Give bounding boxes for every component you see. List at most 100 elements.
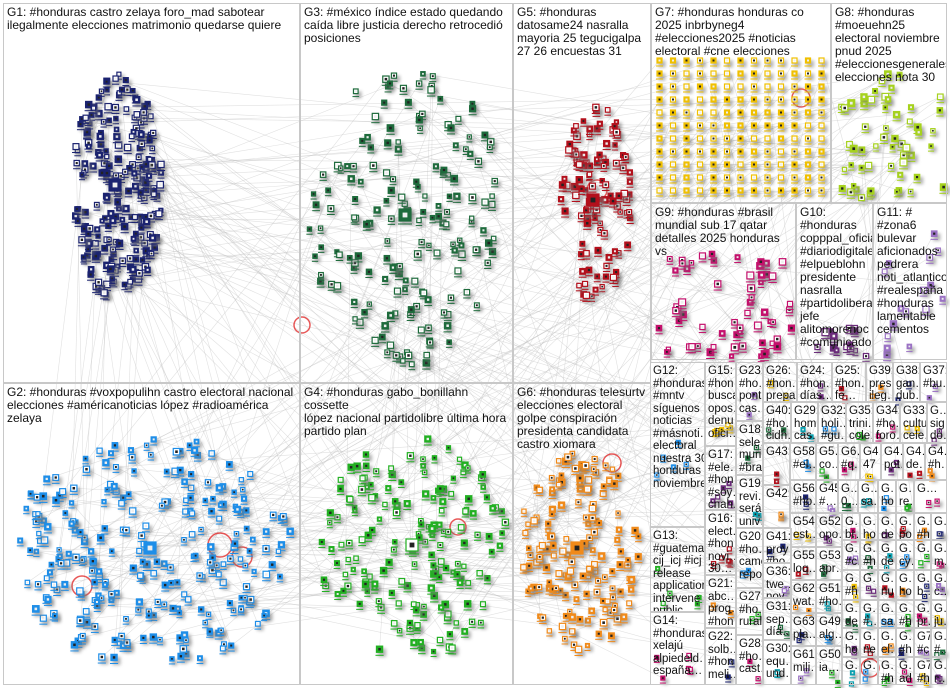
- edge: [140, 162, 606, 197]
- edge: [134, 99, 889, 218]
- node-shadow: [126, 285, 135, 294]
- edge: [375, 338, 778, 497]
- edge: [266, 531, 526, 534]
- edge: [114, 195, 493, 641]
- edge: [320, 227, 541, 560]
- edge: [95, 243, 415, 565]
- edge: [179, 586, 855, 613]
- edge: [177, 195, 493, 583]
- edge: [88, 248, 355, 264]
- edge: [100, 276, 607, 539]
- edge: [90, 274, 920, 474]
- edge: [73, 487, 385, 505]
- edge: [699, 60, 741, 178]
- node-avatar: [103, 162, 106, 165]
- edge: [61, 563, 563, 627]
- edge: [43, 495, 856, 628]
- edge: [106, 80, 577, 127]
- edge: [85, 117, 356, 511]
- edge: [30, 549, 938, 619]
- node-G1[interactable]: [112, 115, 122, 126]
- edge: [548, 523, 887, 569]
- edge: [617, 345, 699, 540]
- edge: [713, 86, 797, 535]
- edge: [96, 198, 592, 603]
- edge: [551, 112, 674, 490]
- edge: [104, 164, 852, 294]
- edge: [330, 155, 912, 514]
- edge: [618, 80, 883, 197]
- edge: [152, 148, 466, 466]
- node-shadow: [149, 116, 157, 124]
- edge: [108, 178, 885, 536]
- edge: [456, 530, 853, 624]
- node-G1[interactable]: [114, 155, 125, 167]
- node-shadow: [84, 211, 92, 220]
- edge: [153, 188, 683, 303]
- edge: [59, 78, 387, 496]
- edge: [441, 125, 674, 511]
- edge: [266, 574, 408, 587]
- edge: [408, 355, 869, 537]
- node-avatar: [103, 217, 106, 219]
- edge: [365, 581, 830, 640]
- edge: [64, 168, 130, 585]
- edge: [585, 210, 658, 569]
- edge: [369, 435, 879, 577]
- node-avatar: [149, 115, 152, 118]
- edge: [110, 268, 181, 452]
- edge: [328, 60, 714, 191]
- edge: [837, 128, 887, 683]
- edge: [363, 120, 584, 572]
- edge: [431, 126, 866, 555]
- edge: [97, 73, 728, 237]
- edge: [218, 190, 714, 634]
- edge: [630, 138, 822, 590]
- edge: [151, 253, 224, 487]
- edge: [233, 216, 439, 493]
- edge: [565, 128, 590, 575]
- edge: [132, 90, 744, 574]
- edge: [154, 247, 797, 535]
- edge: [37, 481, 185, 515]
- edge: [440, 98, 660, 329]
- edge: [131, 457, 232, 646]
- edge: [131, 136, 352, 468]
- edge: [629, 194, 713, 255]
- edge: [135, 245, 462, 260]
- edge: [501, 73, 741, 512]
- edge: [46, 486, 368, 579]
- edge: [427, 299, 595, 565]
- node-avatar: [84, 211, 87, 214]
- edge: [383, 570, 570, 612]
- self-loop-edge: [449, 518, 467, 536]
- edge: [659, 99, 701, 191]
- edge: [74, 266, 396, 645]
- edge: [584, 174, 901, 543]
- edge: [240, 197, 403, 608]
- edge: [472, 103, 693, 347]
- edge: [106, 156, 910, 681]
- node-G1[interactable]: [123, 143, 135, 156]
- edge: [322, 174, 853, 674]
- edge: [452, 163, 577, 245]
- edge: [805, 233, 935, 463]
- edge: [612, 147, 907, 598]
- edge: [630, 262, 889, 590]
- edge: [404, 214, 658, 476]
- edge: [471, 218, 563, 627]
- edge: [558, 257, 930, 485]
- edge: [376, 470, 580, 483]
- edge: [130, 287, 752, 451]
- edge: [753, 138, 854, 186]
- edge: [443, 473, 777, 532]
- node-avatar: [153, 246, 156, 249]
- edge: [81, 434, 860, 639]
- edge: [172, 536, 490, 609]
- edge: [148, 508, 593, 616]
- node-avatar: [126, 88, 129, 91]
- edge: [495, 164, 687, 508]
- edge: [345, 178, 352, 575]
- node-avatar: [115, 117, 117, 120]
- edge: [713, 164, 942, 621]
